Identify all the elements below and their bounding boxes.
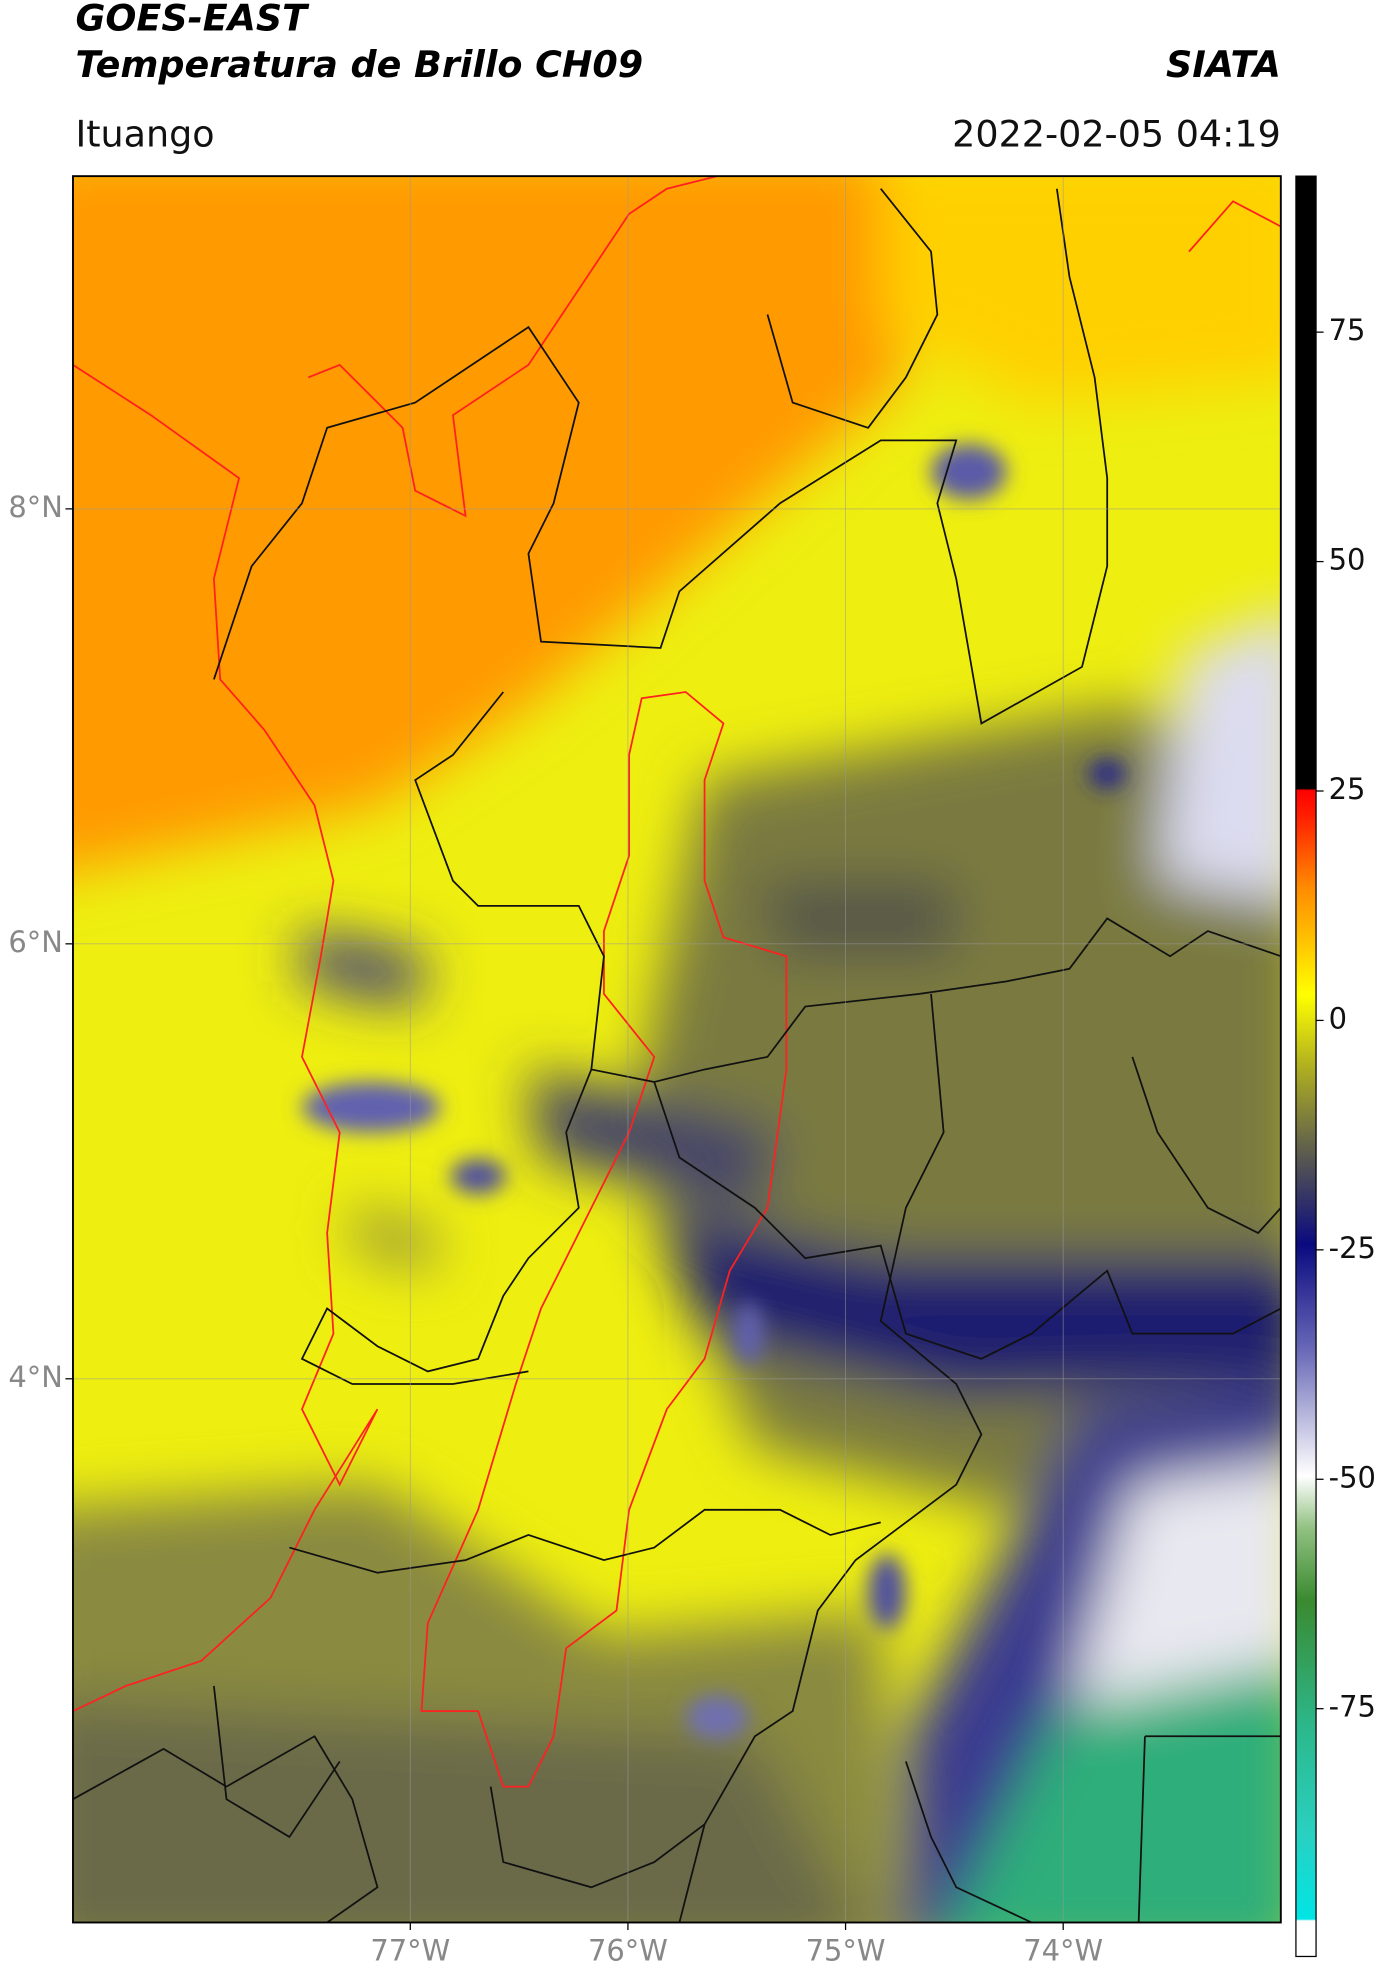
x-tick-label: 76°W bbox=[588, 1934, 668, 1968]
temperature-field bbox=[72, 176, 1281, 1923]
region: Ituango bbox=[75, 112, 214, 155]
colorbar-tick-label: -50 bbox=[1329, 1460, 1376, 1494]
labels: 77°W 76°W 75°W 74°W 8°N 6°N 4°N 75 50 25 0 -25 -50 -7… bbox=[8, 313, 1375, 1968]
colorbar-tick-label: -25 bbox=[1329, 1231, 1376, 1265]
map-frame bbox=[72, 175, 1282, 1924]
y-tick-label: 4°N bbox=[8, 1360, 63, 1394]
agency: SIATA bbox=[1166, 43, 1281, 86]
y-tick-label: 6°N bbox=[8, 925, 63, 959]
y-tick-label: 8°N bbox=[8, 490, 63, 524]
colorbar-tick-label: 25 bbox=[1329, 772, 1366, 806]
x-tick-label: 77°W bbox=[370, 1934, 450, 1968]
x-tick-label: 75°W bbox=[806, 1934, 886, 1968]
colorbar-tick-label: 50 bbox=[1329, 543, 1366, 577]
boundaries bbox=[72, 176, 1281, 1923]
timestamp: 2022-02-05 04:19 bbox=[952, 112, 1281, 155]
colorbar-tick-label: 0 bbox=[1329, 1001, 1347, 1035]
colorbar bbox=[1295, 175, 1317, 1958]
x-tick-label: 74°W bbox=[1023, 1934, 1103, 1968]
subtitle: Temperatura de Brillo CH09 bbox=[75, 43, 643, 86]
grid bbox=[72, 176, 1281, 1923]
title: GOES-EAST bbox=[75, 0, 310, 40]
colorbar-tick-label: -75 bbox=[1329, 1690, 1376, 1724]
colorbar-tick-label: 75 bbox=[1329, 313, 1366, 347]
